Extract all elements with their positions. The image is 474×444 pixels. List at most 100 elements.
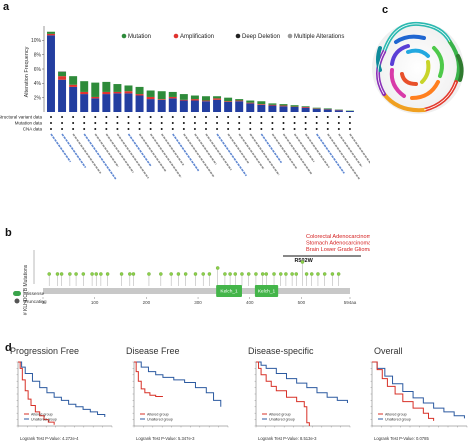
bar-segment bbox=[102, 81, 111, 92]
legend-label: Amplification bbox=[180, 34, 214, 40]
protein-backbone bbox=[43, 288, 350, 294]
protein-structure-image bbox=[372, 21, 464, 114]
availability-dot bbox=[204, 128, 207, 130]
bar-segment bbox=[157, 91, 166, 100]
lollipop-head bbox=[119, 272, 124, 276]
cancer-type-label bbox=[238, 133, 265, 170]
availability-dot bbox=[216, 128, 219, 130]
bar-segment bbox=[102, 91, 111, 95]
bar-segment bbox=[323, 108, 332, 110]
lollipop-head bbox=[240, 272, 244, 276]
x-tick-label: 0 bbox=[42, 300, 45, 305]
availability-dot bbox=[171, 122, 174, 124]
lollipop-head bbox=[105, 272, 110, 276]
bar-segment bbox=[279, 105, 288, 107]
lollipop-head bbox=[193, 272, 198, 276]
availability-dot bbox=[260, 128, 263, 130]
cancer-type-label bbox=[161, 133, 185, 166]
bar-segment bbox=[58, 76, 67, 80]
availability-dot bbox=[138, 128, 141, 130]
bar-segment bbox=[135, 94, 144, 96]
availability-dot bbox=[61, 116, 64, 118]
y-axis-ticks: 2% 4% 6% 8% 10% bbox=[31, 38, 44, 101]
truncating-swatch bbox=[14, 298, 20, 304]
legend-dot bbox=[121, 33, 127, 39]
bar-segment bbox=[257, 101, 266, 105]
bar-segment bbox=[190, 95, 199, 100]
bar-segment bbox=[290, 105, 299, 107]
bar-segment bbox=[69, 84, 78, 87]
legend-dot bbox=[235, 33, 241, 39]
cancer-type-label bbox=[249, 133, 280, 176]
bar-segment bbox=[80, 81, 89, 92]
bar-segment bbox=[345, 110, 354, 112]
availability-dot bbox=[337, 128, 340, 130]
bar-segment bbox=[213, 96, 222, 99]
bar-segment bbox=[246, 100, 255, 103]
bar-segment bbox=[91, 98, 100, 112]
bar-segment bbox=[47, 35, 55, 112]
label-stub bbox=[116, 133, 150, 179]
cancer-type-label bbox=[293, 133, 315, 163]
cancer-type-label bbox=[138, 133, 167, 173]
bar-segment bbox=[190, 99, 199, 101]
bar-segment bbox=[213, 99, 222, 112]
lollipop-head bbox=[278, 272, 283, 276]
bar-segment bbox=[113, 91, 122, 94]
lollipop-head bbox=[47, 272, 51, 276]
cancer-type-label bbox=[72, 133, 102, 174]
cancer-type-label bbox=[271, 133, 298, 169]
bar-segment bbox=[290, 106, 299, 112]
legend-label: Multiple Alterations bbox=[294, 34, 344, 40]
panel-letter-a: a bbox=[3, 1, 10, 13]
lollipop-head bbox=[246, 272, 251, 276]
label-stub bbox=[127, 133, 152, 167]
bar-segment bbox=[202, 96, 210, 101]
y-tick-label: 6% bbox=[34, 67, 42, 73]
km-logrank: Logrank Test P-Value: 8.513e-3 bbox=[258, 436, 317, 441]
cancer-type-label bbox=[304, 133, 330, 169]
lollipop-head bbox=[159, 272, 163, 276]
lollipop-head bbox=[316, 272, 320, 276]
availability-dot bbox=[116, 122, 119, 124]
availability-dot bbox=[127, 122, 130, 124]
label-stub bbox=[349, 133, 370, 173]
bar-segment bbox=[235, 101, 244, 112]
km-legend-label: Unaltered group bbox=[147, 417, 173, 421]
lollipop-head bbox=[74, 272, 78, 276]
cancer-type-label bbox=[83, 133, 117, 180]
availability-dot bbox=[160, 128, 163, 130]
availability-dot bbox=[105, 116, 108, 118]
availability-dot bbox=[271, 122, 274, 124]
availability-dot bbox=[193, 116, 196, 118]
lollipop-head bbox=[336, 272, 341, 276]
bar-segment bbox=[179, 99, 188, 101]
cancer-type-label bbox=[61, 133, 87, 169]
availability-dot bbox=[227, 116, 230, 118]
lollipop-legend: Missense Truncating bbox=[13, 291, 47, 305]
lollipop-head bbox=[304, 272, 309, 276]
missense-swatch bbox=[13, 291, 21, 296]
availability-dot bbox=[61, 122, 64, 124]
lollipop-head bbox=[322, 272, 327, 276]
cancer-type-label bbox=[94, 133, 119, 168]
bar-segment bbox=[312, 107, 321, 109]
availability-dot bbox=[304, 122, 307, 124]
bar-segment bbox=[301, 107, 310, 112]
lollipop-head bbox=[260, 272, 265, 276]
label-stub bbox=[183, 133, 215, 178]
bar-segment bbox=[146, 90, 155, 97]
cancer-type-label bbox=[260, 133, 283, 164]
lollipop-head bbox=[131, 272, 136, 276]
bar-segment bbox=[113, 93, 122, 112]
y-axis-label: Alteration Frequency bbox=[24, 46, 30, 97]
lollipop-head bbox=[68, 272, 72, 276]
availability-dot bbox=[326, 122, 329, 124]
availability-dot bbox=[72, 116, 75, 118]
availability-dot bbox=[238, 128, 241, 130]
availability-dot bbox=[260, 116, 263, 118]
label-stub bbox=[227, 133, 250, 164]
availability-dot bbox=[326, 116, 329, 118]
label-stub bbox=[304, 133, 330, 169]
availability-dot bbox=[326, 128, 329, 130]
